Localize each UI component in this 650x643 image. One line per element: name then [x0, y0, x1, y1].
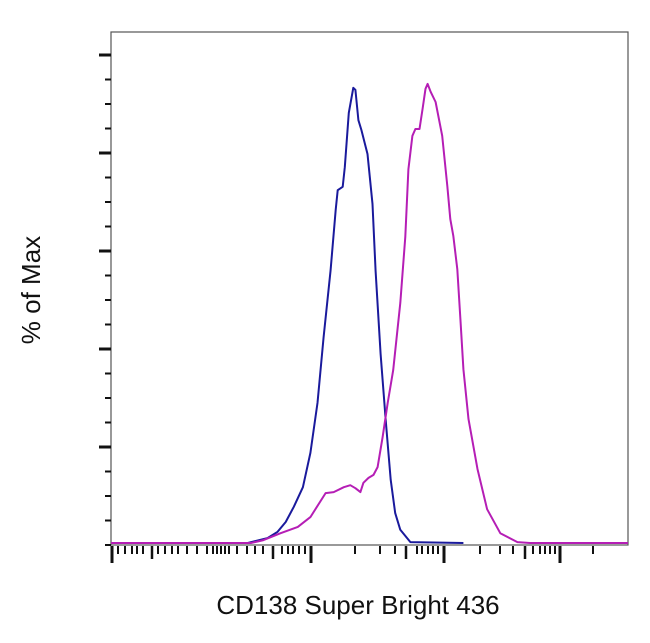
x-axis-label: CD138 Super Bright 436 — [216, 590, 499, 620]
series-layer — [111, 82, 628, 544]
y-axis-label: % of Max — [16, 236, 46, 344]
histogram-series-2 — [111, 82, 628, 544]
x-axis-ticks — [110, 546, 594, 563]
histogram-series-1 — [211, 86, 464, 544]
plot-frame — [110, 31, 629, 546]
y-axis-ticks — [99, 53, 111, 546]
